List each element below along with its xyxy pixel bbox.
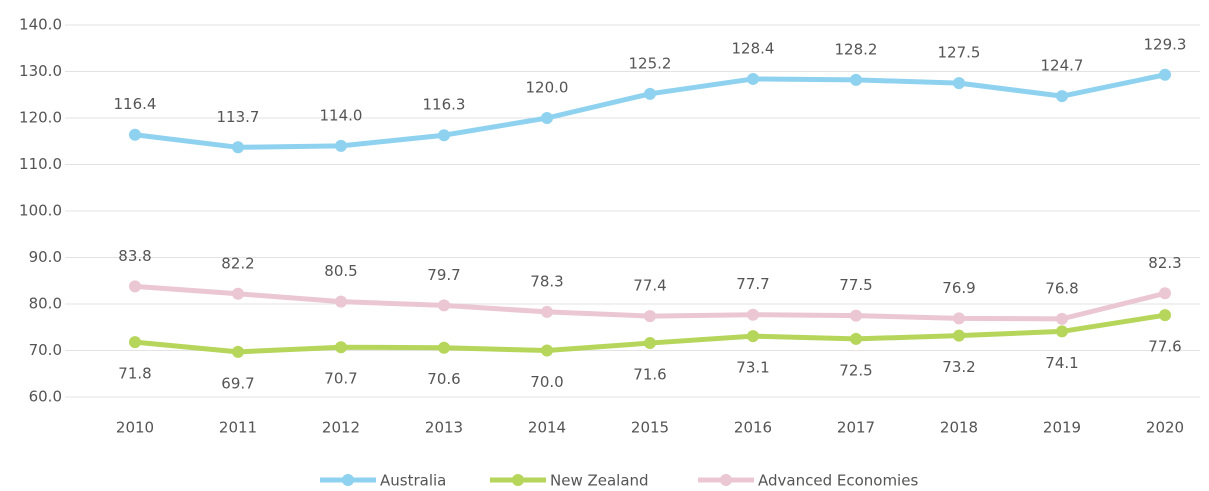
data-label: 77.5 <box>839 276 872 294</box>
y-tick-label: 70.0 <box>29 341 62 359</box>
y-tick-label: 120.0 <box>19 109 62 127</box>
x-tick-label: 2018 <box>940 419 978 437</box>
series-line <box>134 72 1166 150</box>
data-label: 70.7 <box>324 370 357 388</box>
legend-marker <box>720 474 732 486</box>
data-point <box>1056 90 1068 103</box>
data-point <box>747 330 759 343</box>
data-label: 125.2 <box>629 54 672 72</box>
data-label: 76.9 <box>942 279 975 297</box>
data-label: 73.1 <box>736 359 769 377</box>
data-point <box>232 345 244 358</box>
data-label: 73.2 <box>942 358 975 376</box>
x-tick-label: 2012 <box>322 419 360 437</box>
x-tick-label: 2014 <box>528 419 566 437</box>
y-tick-label: 60.0 <box>29 388 62 406</box>
data-label: 120.0 <box>526 79 569 97</box>
legend-label: Advanced Economies <box>758 472 918 490</box>
data-label: 129.3 <box>1144 35 1187 53</box>
data-point <box>438 129 450 142</box>
data-point <box>129 128 141 141</box>
data-point <box>1056 325 1068 338</box>
data-point <box>1056 312 1068 325</box>
data-label: 127.5 <box>938 44 981 62</box>
y-tick-label: 80.0 <box>29 295 62 313</box>
data-point <box>747 308 759 321</box>
data-label: 116.4 <box>114 95 157 113</box>
legend-marker <box>512 474 524 486</box>
data-point <box>953 329 965 342</box>
x-tick-label: 2016 <box>734 419 772 437</box>
data-point <box>541 344 553 357</box>
data-point <box>1159 68 1171 81</box>
y-tick-label: 140.0 <box>19 16 62 34</box>
data-label: 82.3 <box>1148 254 1181 272</box>
legend-label: Australia <box>380 472 446 490</box>
data-point <box>953 312 965 325</box>
data-point <box>335 139 347 152</box>
data-label: 82.2 <box>221 254 254 272</box>
data-point <box>850 309 862 322</box>
data-point <box>232 287 244 300</box>
data-label: 71.8 <box>118 365 151 383</box>
data-label: 124.7 <box>1041 57 1084 75</box>
data-label: 70.0 <box>530 373 563 391</box>
x-tick-label: 2011 <box>219 419 257 437</box>
data-label: 76.8 <box>1045 279 1078 297</box>
data-point <box>1159 309 1171 322</box>
data-point <box>129 336 141 349</box>
data-label: 69.7 <box>221 374 254 392</box>
data-label: 116.3 <box>423 96 466 114</box>
data-point <box>335 341 347 354</box>
y-tick-label: 100.0 <box>19 202 62 220</box>
data-label: 72.5 <box>839 361 872 379</box>
data-label: 77.6 <box>1148 338 1181 356</box>
data-point <box>850 332 862 345</box>
data-point <box>644 87 656 100</box>
data-label: 79.7 <box>427 266 460 284</box>
x-tick-label: 2019 <box>1043 419 1081 437</box>
data-point <box>541 305 553 318</box>
data-point <box>644 310 656 323</box>
data-point <box>644 337 656 350</box>
data-label: 77.4 <box>633 277 666 295</box>
x-tick-label: 2010 <box>116 419 154 437</box>
data-point <box>850 73 862 86</box>
data-label: 71.6 <box>633 366 666 384</box>
data-label: 128.4 <box>732 39 775 57</box>
x-tick-label: 2017 <box>837 419 875 437</box>
data-label: 70.6 <box>427 370 460 388</box>
data-label: 74.1 <box>1045 354 1078 372</box>
data-label: 128.2 <box>835 40 878 58</box>
data-point <box>232 141 244 154</box>
data-point <box>953 77 965 90</box>
data-point <box>335 295 347 308</box>
data-label: 113.7 <box>217 108 260 126</box>
data-point <box>438 341 450 354</box>
data-point <box>1159 287 1171 300</box>
x-tick-label: 2013 <box>425 419 463 437</box>
data-label: 114.0 <box>320 106 363 124</box>
data-point <box>541 112 553 124</box>
x-tick-label: 2020 <box>1146 419 1184 437</box>
legend-label: New Zealand <box>550 472 649 490</box>
data-point <box>129 280 141 293</box>
data-point <box>747 72 759 85</box>
y-tick-label: 110.0 <box>19 155 62 173</box>
data-label: 78.3 <box>530 272 563 290</box>
y-tick-label: 130.0 <box>19 62 62 80</box>
legend-marker <box>342 474 354 486</box>
data-label: 83.8 <box>118 247 151 265</box>
data-label: 77.7 <box>736 275 769 293</box>
data-label: 80.5 <box>324 262 357 280</box>
y-tick-label: 90.0 <box>29 248 62 266</box>
x-tick-label: 2015 <box>631 419 669 437</box>
data-point <box>438 299 450 312</box>
